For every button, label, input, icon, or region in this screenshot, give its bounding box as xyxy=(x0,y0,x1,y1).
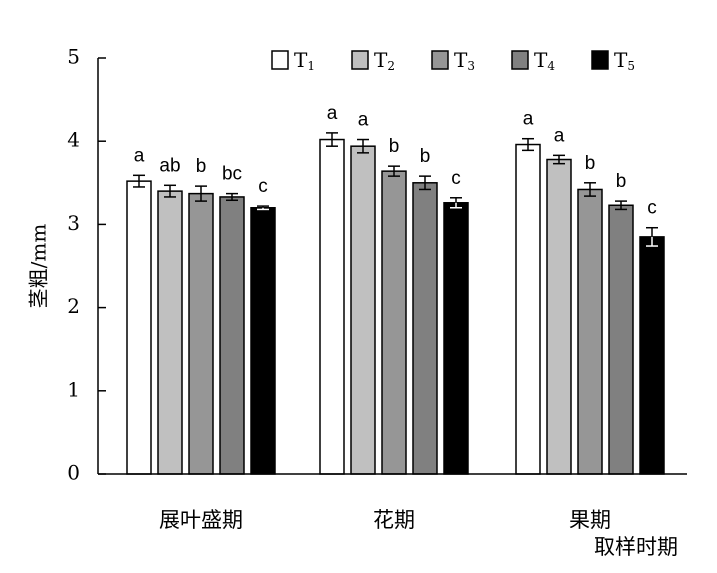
significance-letter: b xyxy=(616,171,627,192)
error-bar xyxy=(450,197,462,209)
bar xyxy=(381,170,407,475)
bars-layer xyxy=(126,132,665,475)
bar xyxy=(608,204,634,475)
error-bar xyxy=(195,185,207,202)
significance-letter: b xyxy=(196,156,207,177)
significance-letter: a xyxy=(327,103,338,124)
legend-item: T4 xyxy=(511,48,555,73)
legend-label: T1 xyxy=(294,48,315,73)
bar xyxy=(577,188,603,475)
bar xyxy=(319,138,345,475)
bar xyxy=(250,207,276,475)
error-bar xyxy=(646,226,658,247)
bar xyxy=(546,158,572,475)
error-bar xyxy=(357,138,369,154)
bar xyxy=(515,143,541,475)
error-bar xyxy=(164,184,176,198)
error-bar xyxy=(133,174,145,188)
y-tick-label: 0 xyxy=(67,461,80,485)
x-category-label: 展叶盛期 xyxy=(159,508,243,532)
bar xyxy=(412,182,438,475)
legend-swatch xyxy=(351,50,369,70)
y-tick-label: 5 xyxy=(67,45,80,69)
legend-label: T2 xyxy=(374,48,395,73)
bar xyxy=(126,180,152,475)
x-axis-title: 取样时期 xyxy=(594,535,678,559)
bar xyxy=(219,196,245,475)
x-category-label: 花期 xyxy=(373,508,415,532)
significance-letter: c xyxy=(647,198,657,219)
legend: T1 T2 T3 T4 T5 xyxy=(271,48,635,73)
significance-letter: a xyxy=(134,145,145,166)
error-bar xyxy=(226,192,238,202)
bar xyxy=(157,190,183,475)
y-tick-label: 1 xyxy=(67,377,80,401)
bar xyxy=(639,236,665,475)
error-bar xyxy=(257,205,269,211)
bar xyxy=(350,145,376,475)
x-category-label: 果期 xyxy=(569,508,611,532)
legend-swatch xyxy=(591,50,609,70)
legend-item: T1 xyxy=(271,48,315,73)
legend-label: T5 xyxy=(614,48,635,73)
significance-letter: bc xyxy=(222,164,242,185)
significance-letter: a xyxy=(554,125,565,146)
error-bar xyxy=(419,175,431,191)
significance-letter: b xyxy=(420,146,431,167)
axes-layer xyxy=(97,58,687,475)
legend-swatch xyxy=(511,50,529,70)
y-tick-label: 2 xyxy=(67,294,80,318)
significance-letter: a xyxy=(358,110,369,131)
legend-item: T5 xyxy=(591,48,635,73)
error-bar xyxy=(522,137,534,152)
significance-letter: b xyxy=(389,136,400,157)
significance-letter: c xyxy=(451,168,461,189)
y-tick-label: 4 xyxy=(67,128,80,152)
bar xyxy=(188,192,214,475)
significance-letter: a xyxy=(523,109,534,130)
legend-label: T3 xyxy=(454,48,475,73)
error-bar xyxy=(388,165,400,177)
bar xyxy=(443,202,469,475)
legend-item: T3 xyxy=(431,48,475,73)
significance-letter: c xyxy=(258,176,268,197)
error-bar xyxy=(326,132,338,147)
error-bar xyxy=(553,154,565,165)
legend-item: T2 xyxy=(351,48,395,73)
significance-letter: ab xyxy=(159,155,180,176)
error-bar xyxy=(615,200,627,211)
legend-label: T4 xyxy=(534,48,555,73)
ticks-layer: 0 1 2 3 4 5 xyxy=(67,45,106,485)
legend-swatch xyxy=(271,50,289,70)
error-bar xyxy=(584,182,596,197)
significance-letter: b xyxy=(585,153,596,174)
y-tick-label: 3 xyxy=(67,211,80,235)
y-axis-title: 茎粗/mm xyxy=(27,224,51,309)
legend-swatch xyxy=(431,50,449,70)
